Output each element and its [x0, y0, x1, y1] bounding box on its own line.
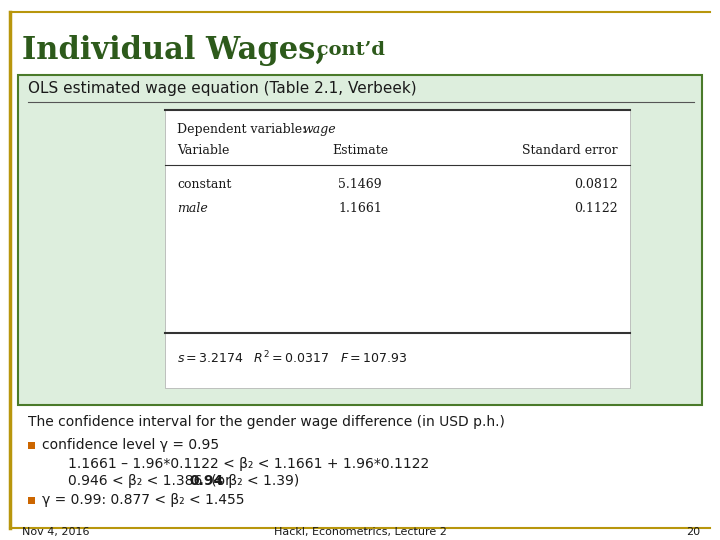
Text: γ = 0.99: 0.877 < β₂ < 1.455: γ = 0.99: 0.877 < β₂ < 1.455: [42, 493, 245, 507]
Text: 0.946 < β₂ < 1.386  (or: 0.946 < β₂ < 1.386 (or: [68, 474, 235, 488]
FancyBboxPatch shape: [165, 110, 630, 388]
Bar: [28, 442, 35, 449]
Text: Standard error: Standard error: [523, 144, 618, 157]
Text: confidence level γ = 0.95: confidence level γ = 0.95: [42, 438, 219, 452]
Text: 0.1122: 0.1122: [575, 201, 618, 214]
Text: The confidence interval for the gender wage difference (in USD p.h.): The confidence interval for the gender w…: [28, 415, 505, 429]
Text: OLS estimated wage equation (Table 2.1, Verbeek): OLS estimated wage equation (Table 2.1, …: [28, 80, 417, 96]
Text: $s = 3.2174$   $R^2 = 0.0317$   $F = 107.93$: $s = 3.2174$ $R^2 = 0.0317$ $F = 107.93$: [177, 350, 408, 366]
Bar: [28, 496, 35, 503]
Text: male: male: [177, 201, 208, 214]
Text: Estimate: Estimate: [332, 144, 388, 157]
Text: cont’d: cont’d: [310, 41, 385, 59]
Text: 0.0812: 0.0812: [575, 179, 618, 192]
Text: Nov 4, 2016: Nov 4, 2016: [22, 527, 89, 537]
Text: Hackl, Econometrics, Lecture 2: Hackl, Econometrics, Lecture 2: [274, 527, 446, 537]
Text: 20: 20: [686, 527, 700, 537]
Text: constant: constant: [177, 179, 231, 192]
Text: 1.1661: 1.1661: [338, 201, 382, 214]
Text: 0.94: 0.94: [189, 474, 223, 488]
Text: wage: wage: [302, 124, 336, 137]
Text: 1.1661 – 1.96*0.1122 < β₂ < 1.1661 + 1.96*0.1122: 1.1661 – 1.96*0.1122 < β₂ < 1.1661 + 1.9…: [68, 457, 429, 471]
FancyBboxPatch shape: [18, 75, 702, 405]
Text: Dependent variable:: Dependent variable:: [177, 124, 310, 137]
Text: 5.1469: 5.1469: [338, 179, 382, 192]
Text: Individual Wages,: Individual Wages,: [22, 35, 326, 65]
Text: Variable: Variable: [177, 144, 230, 157]
Text: < β₂ < 1.39): < β₂ < 1.39): [207, 474, 299, 488]
